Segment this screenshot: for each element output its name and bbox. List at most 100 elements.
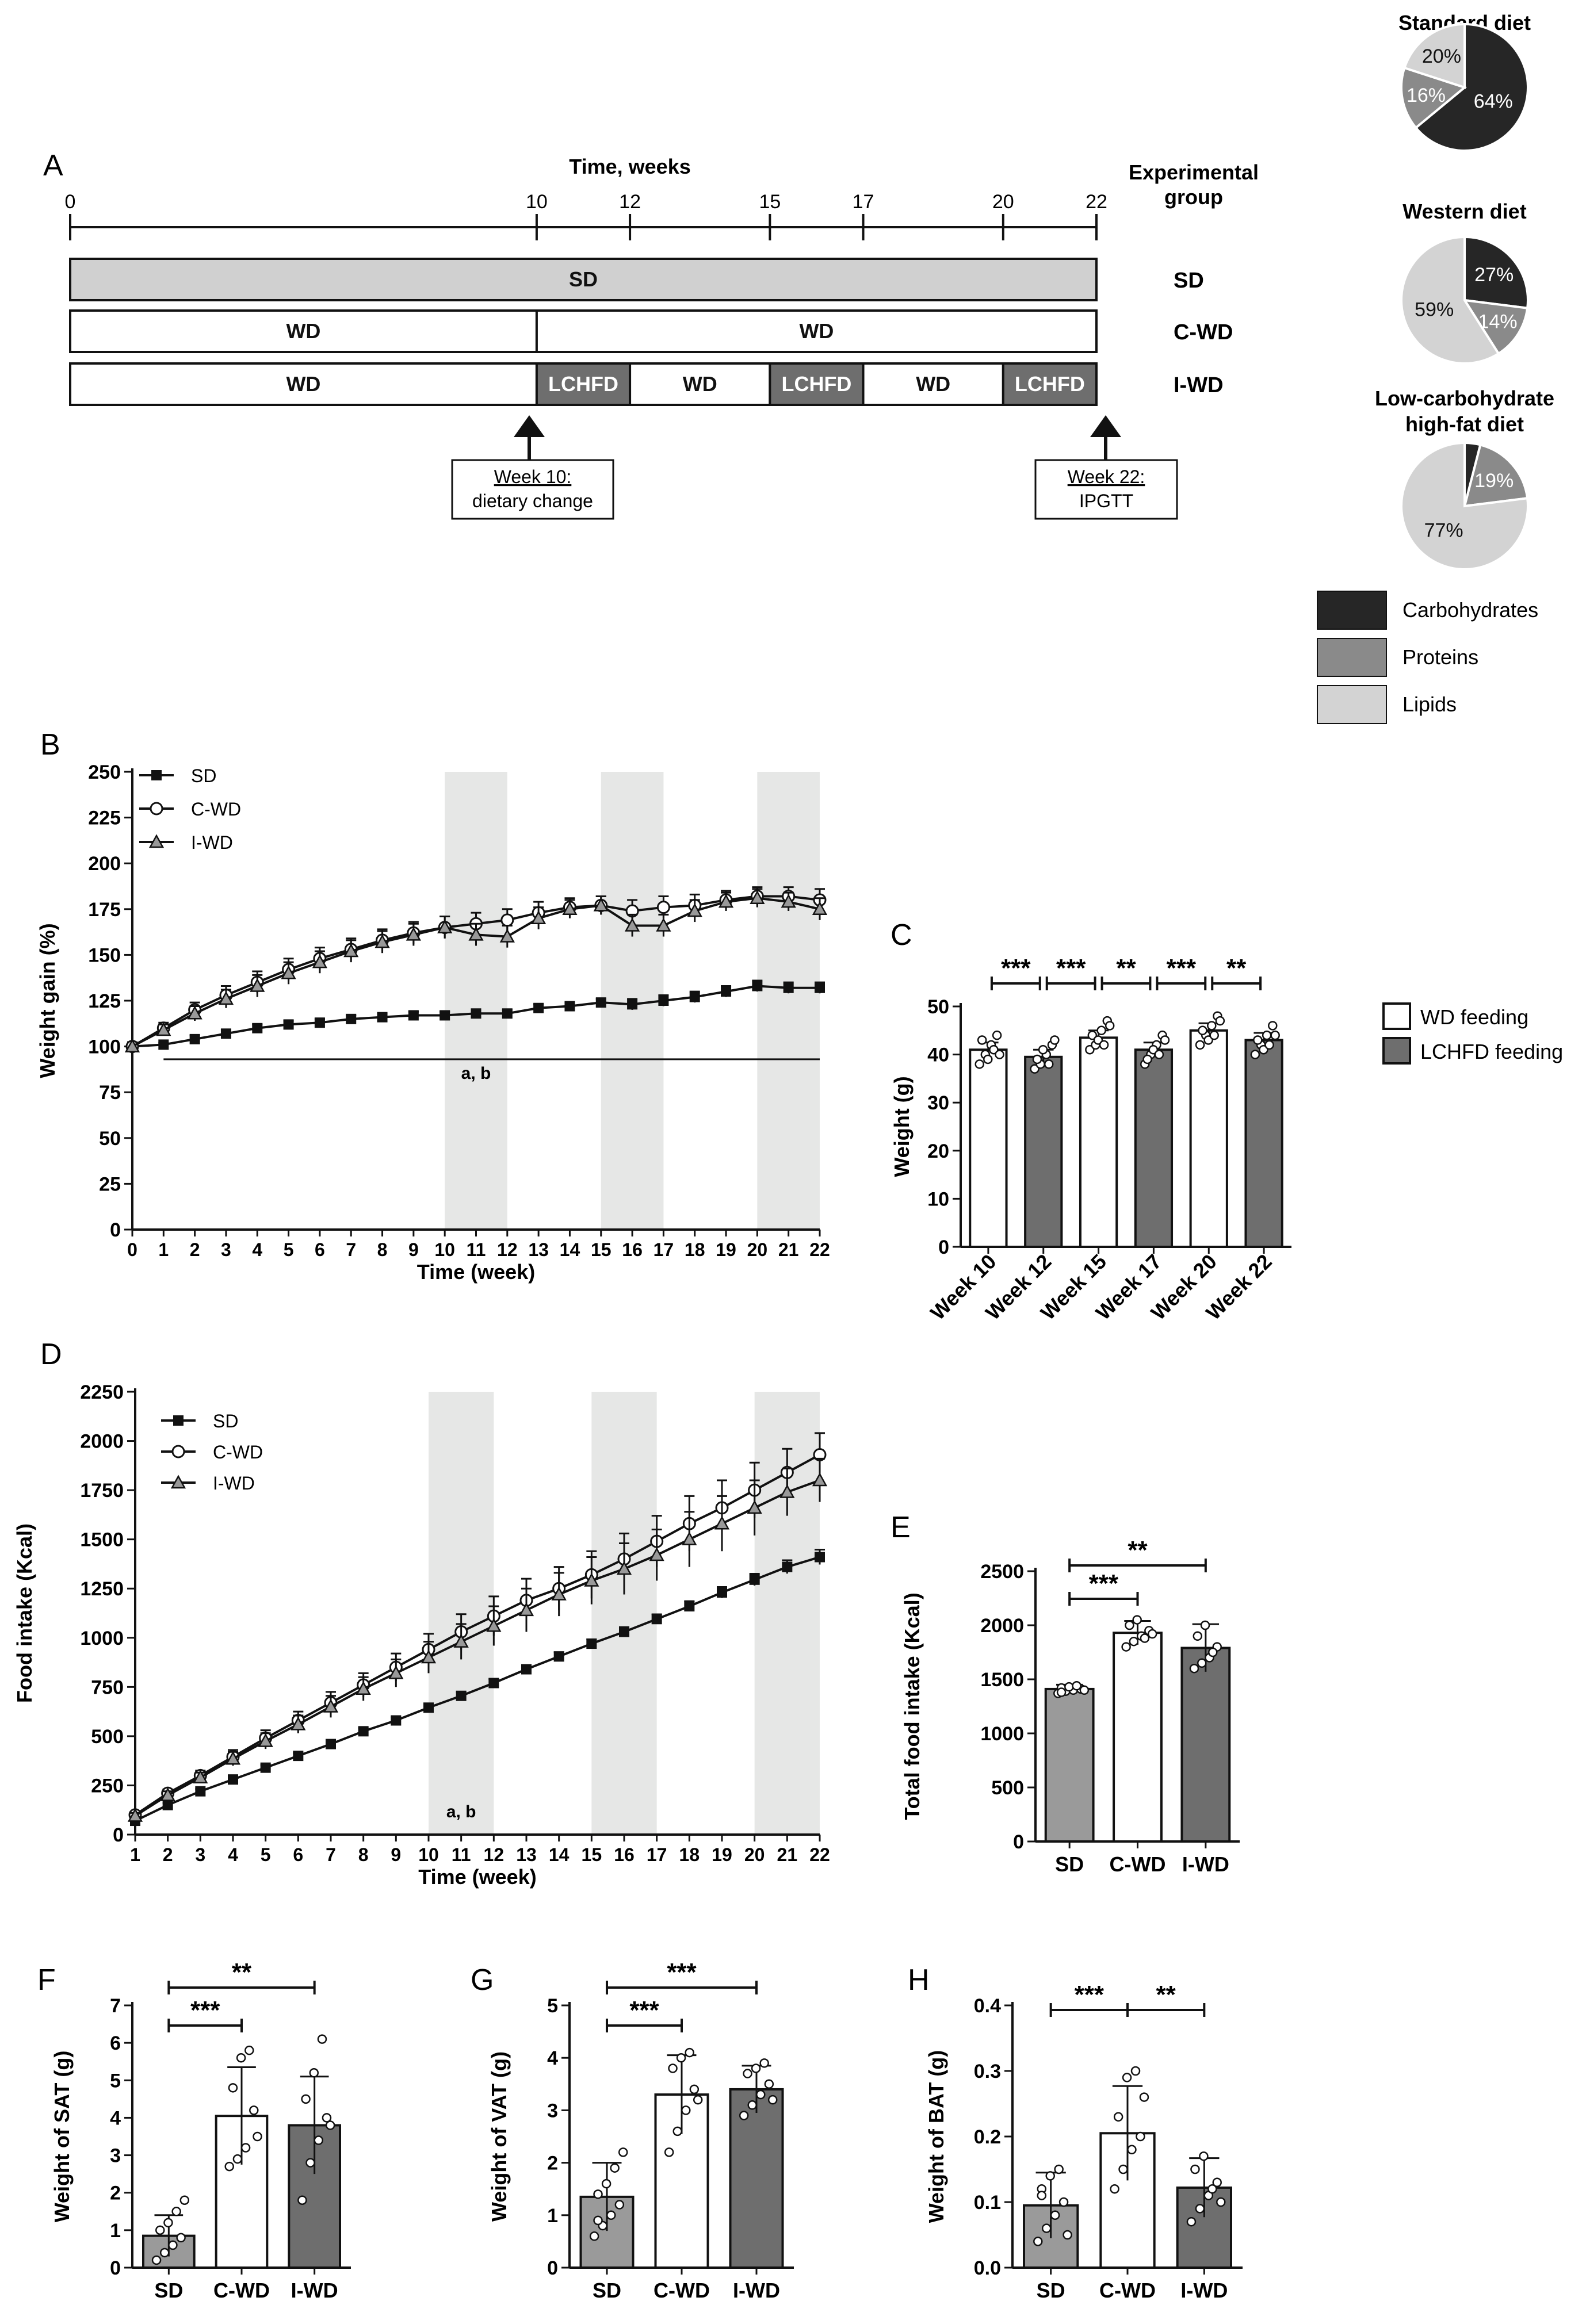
- individual-point: [228, 2083, 238, 2093]
- timeline-rows: SD SD WD WD C-WD WD LCHFD WD LCHFD WD LCHFD I-WD: [69, 258, 1233, 406]
- data-point: [456, 1690, 467, 1701]
- individual-point: [1136, 2131, 1145, 2142]
- data-point: [160, 1787, 175, 1801]
- x-tick-label: 12: [484, 1844, 505, 1865]
- data-point: [283, 1019, 294, 1030]
- y-tick-label: 150: [88, 944, 121, 966]
- y-tick-label: 1000: [980, 1723, 1024, 1745]
- y-tick-label: 0: [110, 2257, 121, 2279]
- x-tick-label: 12: [497, 1239, 518, 1260]
- individual-point: [171, 2207, 181, 2216]
- legend-label: SD: [191, 765, 216, 786]
- data-point: [124, 1039, 140, 1052]
- y-tick-label: 40: [927, 1044, 949, 1066]
- data-point: [189, 1033, 200, 1044]
- individual-point: [1262, 1030, 1272, 1040]
- individual-point: [1270, 1030, 1280, 1040]
- y-tick-label: 0.4: [974, 1995, 1001, 2017]
- legend-marker: [171, 1445, 185, 1458]
- legend-label: WD feeding: [1420, 1005, 1528, 1029]
- data-point: [815, 1552, 825, 1563]
- pie-title: Low-carbohydrate: [1375, 386, 1554, 410]
- data-point: [656, 901, 670, 914]
- panel-label-g: G: [471, 1963, 494, 1997]
- individual-point: [593, 2189, 603, 2199]
- significance-label: **: [1116, 954, 1136, 982]
- individual-point: [759, 2058, 769, 2068]
- bar-i-wd: [1180, 1647, 1231, 1843]
- individual-point: [1215, 1016, 1225, 1026]
- individual-point: [1129, 1636, 1139, 1647]
- pie-slice-label: 19%: [1474, 470, 1514, 492]
- bar-sd: [1044, 1687, 1095, 1843]
- legend-marker: [151, 770, 162, 780]
- data-point: [356, 1681, 371, 1695]
- x-tick-label: 7: [346, 1239, 356, 1260]
- callout-box-week22: [1034, 459, 1178, 520]
- individual-point: [1195, 1040, 1205, 1050]
- individual-point: [309, 2068, 319, 2078]
- y-tick-label: 0: [1013, 1831, 1024, 1853]
- y-tick-label: 0.1: [974, 2192, 1001, 2214]
- y-tick-label: 5: [110, 2070, 121, 2092]
- y-tick-label: 250: [88, 761, 121, 783]
- timeline-segment-label: LCHFD: [548, 372, 618, 396]
- timeline-segment: [862, 362, 1004, 406]
- individual-point: [1054, 2164, 1064, 2174]
- y-tick-label: 500: [91, 1726, 124, 1748]
- y-tick-label: 3: [110, 2145, 121, 2167]
- shaded-lchfd-period: [445, 772, 507, 1230]
- y-tick-label: 1500: [980, 1669, 1024, 1691]
- pie-slice-proteins: [1462, 298, 1529, 355]
- data-point: [218, 991, 234, 1005]
- timeline-segment-label: WD: [286, 319, 320, 343]
- individual-point: [155, 2225, 165, 2235]
- pie-slice-lipids: [1400, 235, 1500, 365]
- significance-label: a, b: [446, 1802, 476, 1821]
- timeline-tick-label: 12: [619, 191, 641, 213]
- timeline-segment-label: WD: [286, 372, 320, 396]
- data-point: [388, 1665, 404, 1679]
- pie-legend-swatch: [1317, 638, 1387, 677]
- data-point: [718, 894, 734, 908]
- x-tick-label: SD: [1055, 1852, 1084, 1876]
- individual-point: [1212, 2177, 1222, 2188]
- individual-point: [1099, 1040, 1109, 1050]
- individual-point: [1198, 1025, 1207, 1036]
- individual-point: [1154, 1050, 1164, 1059]
- data-point: [421, 1649, 437, 1664]
- pie-slice-carbohydrates: [1463, 235, 1529, 310]
- individual-point: [1058, 2197, 1069, 2207]
- individual-point: [1207, 2184, 1217, 2194]
- data-point: [127, 1808, 143, 1822]
- x-tick-label: 17: [647, 1844, 667, 1865]
- y-tick-label: 200: [88, 853, 121, 875]
- individual-point: [977, 1035, 987, 1045]
- y-tick-label: 50: [99, 1128, 121, 1150]
- x-tick-label: SD: [154, 2279, 183, 2302]
- data-point: [812, 1472, 828, 1487]
- timeline-group-label: C-WD: [1174, 320, 1233, 344]
- x-tick-label: 22: [809, 1239, 830, 1260]
- individual-point: [685, 2047, 694, 2058]
- data-point: [406, 926, 421, 941]
- data-point: [553, 1651, 564, 1662]
- data-point: [260, 1762, 271, 1773]
- y-tick-label: 750: [91, 1676, 124, 1698]
- individual-point: [1193, 1631, 1203, 1641]
- y-tick-label: 225: [88, 807, 121, 829]
- individual-point: [1140, 1633, 1150, 1643]
- timeline-segment-label: WD: [799, 319, 834, 343]
- timeline-segment: [1002, 362, 1098, 406]
- individual-point: [1044, 1059, 1054, 1069]
- pie-legend-label: Proteins: [1402, 645, 1478, 669]
- timeline-segment-label: LCHFD: [781, 372, 851, 396]
- timeline-axis: 0 10 12 15 17 20 22: [65, 191, 1107, 240]
- legend-label: C-WD: [191, 799, 241, 820]
- x-tick-label: C-WD: [1099, 2279, 1156, 2302]
- data-point: [586, 1638, 597, 1649]
- x-tick-label: 17: [653, 1239, 674, 1260]
- timeline-callouts: Week 10: dietary change Week 22: IPGTT: [451, 415, 1178, 520]
- x-tick-label: 3: [221, 1239, 231, 1260]
- individual-point: [240, 2143, 251, 2153]
